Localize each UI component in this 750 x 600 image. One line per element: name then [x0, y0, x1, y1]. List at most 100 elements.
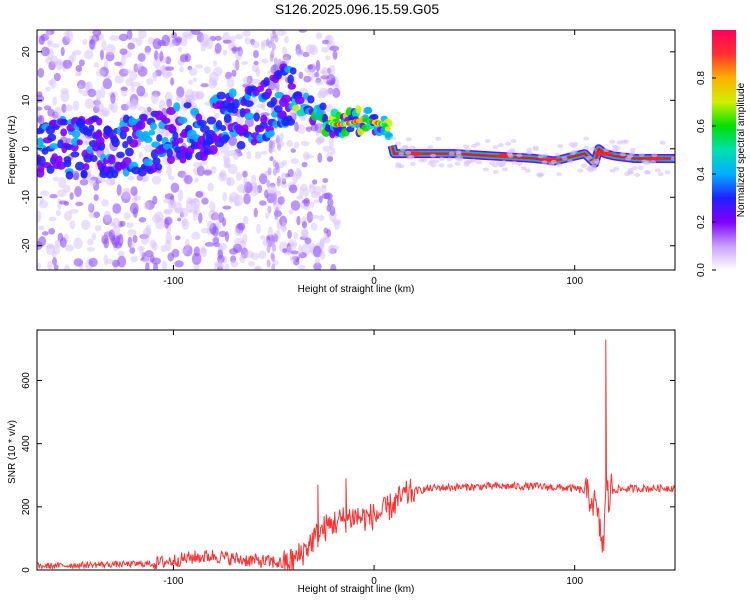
spectrogram-noise-cell: [223, 157, 231, 168]
spectrogram-noise-cell: [159, 50, 164, 62]
spectrogram-noise-cell: [246, 150, 252, 160]
spectrogram-ridge-cell: [66, 123, 76, 132]
spectrogram-noise-cell: [654, 168, 661, 173]
spectrogram-noise-cell: [394, 162, 401, 167]
spectrogram-noise-cell: [271, 263, 276, 270]
spectrogram-noise-cell: [464, 147, 471, 152]
spectrogram-noise-cell: [462, 144, 469, 149]
spectrogram-x-tick-label: 0: [371, 276, 377, 287]
spectrogram-ridge-cell: [183, 102, 192, 109]
spectrogram-noise-cell: [65, 30, 74, 43]
spectrogram-noise-cell: [317, 215, 325, 221]
spectrogram-noise-cell: [657, 172, 664, 177]
spectrogram-y-tick-label: -10: [21, 190, 32, 205]
spectrogram-noise-cell: [470, 158, 477, 163]
spectrogram-noise-cell: [232, 151, 240, 160]
spectrogram-noise-cell: [295, 48, 304, 57]
spectrogram-noise-cell: [129, 70, 138, 81]
spectrogram-noise-cell: [127, 42, 136, 50]
spectrogram-noise-cell: [64, 244, 74, 252]
snr-y-tick-label: 600: [21, 372, 32, 389]
spectrogram-noise-cell: [132, 235, 138, 244]
spectrogram-noise-cell: [161, 34, 170, 47]
spectrogram-noise-cell: [293, 231, 298, 240]
snr-plot-area: [37, 330, 675, 570]
spectrogram-noise-cell: [175, 95, 182, 102]
spectrogram-noise-cell: [634, 172, 641, 177]
spectrogram-noise-cell: [571, 149, 578, 154]
spectrogram-noise-cell: [132, 197, 138, 203]
spectrogram-noise-cell: [208, 71, 219, 84]
spectrogram-ridge-cell: [155, 163, 163, 171]
spectrogram-noise-cell: [168, 175, 175, 181]
spectrogram-noise-cell: [114, 61, 123, 66]
spectrogram-noise-cell: [305, 126, 313, 132]
spectrogram-noise-cell: [210, 165, 217, 174]
colorbar-gradient: [712, 30, 736, 270]
spectrogram-noise-cell: [129, 202, 139, 215]
spectrogram-noise-cell: [143, 201, 151, 210]
spectrogram-noise-cell: [200, 227, 210, 234]
spectrogram-noise-cell: [75, 71, 81, 77]
spectrogram-ridge-cell: [253, 112, 260, 122]
snr-panel: -100 0 100 0 200 400 600 Height of straight l…: [7, 329, 676, 595]
spectrogram-noise-cell: [279, 132, 285, 142]
spectrogram-noise-cell: [52, 257, 58, 266]
spectrogram-noise-cell: [623, 139, 630, 144]
spectrogram-noise-cell: [179, 54, 189, 63]
spectrogram-noise-cell: [430, 153, 437, 158]
spectrogram-noise-cell: [286, 140, 294, 147]
spectrogram-noise-cell: [438, 163, 445, 168]
colorbar: 0.0 0.2 0.4 0.6 0.8 Normalized spectral ampl…: [696, 30, 747, 277]
spectrogram-noise-cell: [88, 212, 95, 218]
spectrogram-noise-cell: [288, 184, 298, 194]
spectrogram-noise-cell: [659, 140, 666, 145]
spectrogram-noise-cell: [650, 160, 657, 165]
spectrogram-noise-cell: [37, 111, 41, 118]
spectrogram-ridge-cell: [56, 161, 67, 170]
spectrogram-noise-cell: [629, 151, 636, 156]
spectrogram-noise-cell: [281, 159, 288, 166]
spectrogram-ridge-cell: [89, 155, 98, 162]
spectrogram-noise-cell: [119, 48, 128, 55]
spectrogram-noise-cell: [310, 222, 318, 231]
spectrogram-noise-cell: [174, 260, 184, 268]
spectrogram-noise-cell: [271, 65, 276, 74]
spectrogram-noise-cell: [135, 36, 143, 47]
spectrogram-noise-cell: [177, 217, 182, 222]
spectrogram-noise-cell: [270, 49, 275, 58]
spectrogram-noise-cell: [258, 173, 268, 185]
spectrogram-noise-cell: [281, 221, 287, 232]
snr-x-ticks: -100 0 100: [163, 330, 583, 587]
spectrogram-noise-cell: [40, 190, 50, 197]
spectrogram-noise-cell: [321, 66, 329, 77]
spectrogram-noise-cell: [489, 161, 496, 166]
spectrogram-ridge-cell: [129, 139, 139, 148]
spectrogram-noise-cell: [93, 194, 99, 202]
spectrogram-ridge-cell: [136, 120, 146, 130]
spectrogram-noise-cell: [251, 41, 260, 49]
spectrogram-noise-cell: [300, 140, 310, 147]
spectrogram-noise-cell: [63, 184, 71, 194]
spectrogram-noise-cell: [116, 184, 122, 196]
spectrogram-noise-cell: [585, 155, 592, 160]
spectrogram-noise-cell: [332, 50, 338, 60]
spectrogram-noise-cell: [447, 163, 454, 168]
spectrogram-noise-cell: [262, 238, 271, 247]
spectrogram-noise-cell: [105, 176, 116, 187]
spectrogram-noise-cell: [266, 259, 271, 268]
spectrogram-noise-cell: [127, 229, 137, 236]
spectrogram-noise-cell: [241, 61, 249, 66]
spectrogram-heat-layer: [37, 30, 675, 270]
spectrogram-y-tick-label: 10: [21, 94, 32, 106]
spectrogram-noise-cell: [277, 142, 282, 151]
spectrogram-y-tick-label: 20: [21, 46, 32, 58]
spectrogram-noise-cell: [304, 237, 312, 245]
spectrogram-noise-cell: [196, 165, 205, 177]
spectrogram-noise-cell: [47, 108, 55, 117]
spectrogram-noise-cell: [296, 215, 301, 226]
spectrogram-noise-cell: [60, 88, 69, 95]
spectrogram-noise-cell: [73, 258, 84, 267]
spectrogram-noise-cell: [421, 157, 428, 162]
spectrogram-noise-cell: [589, 146, 596, 151]
